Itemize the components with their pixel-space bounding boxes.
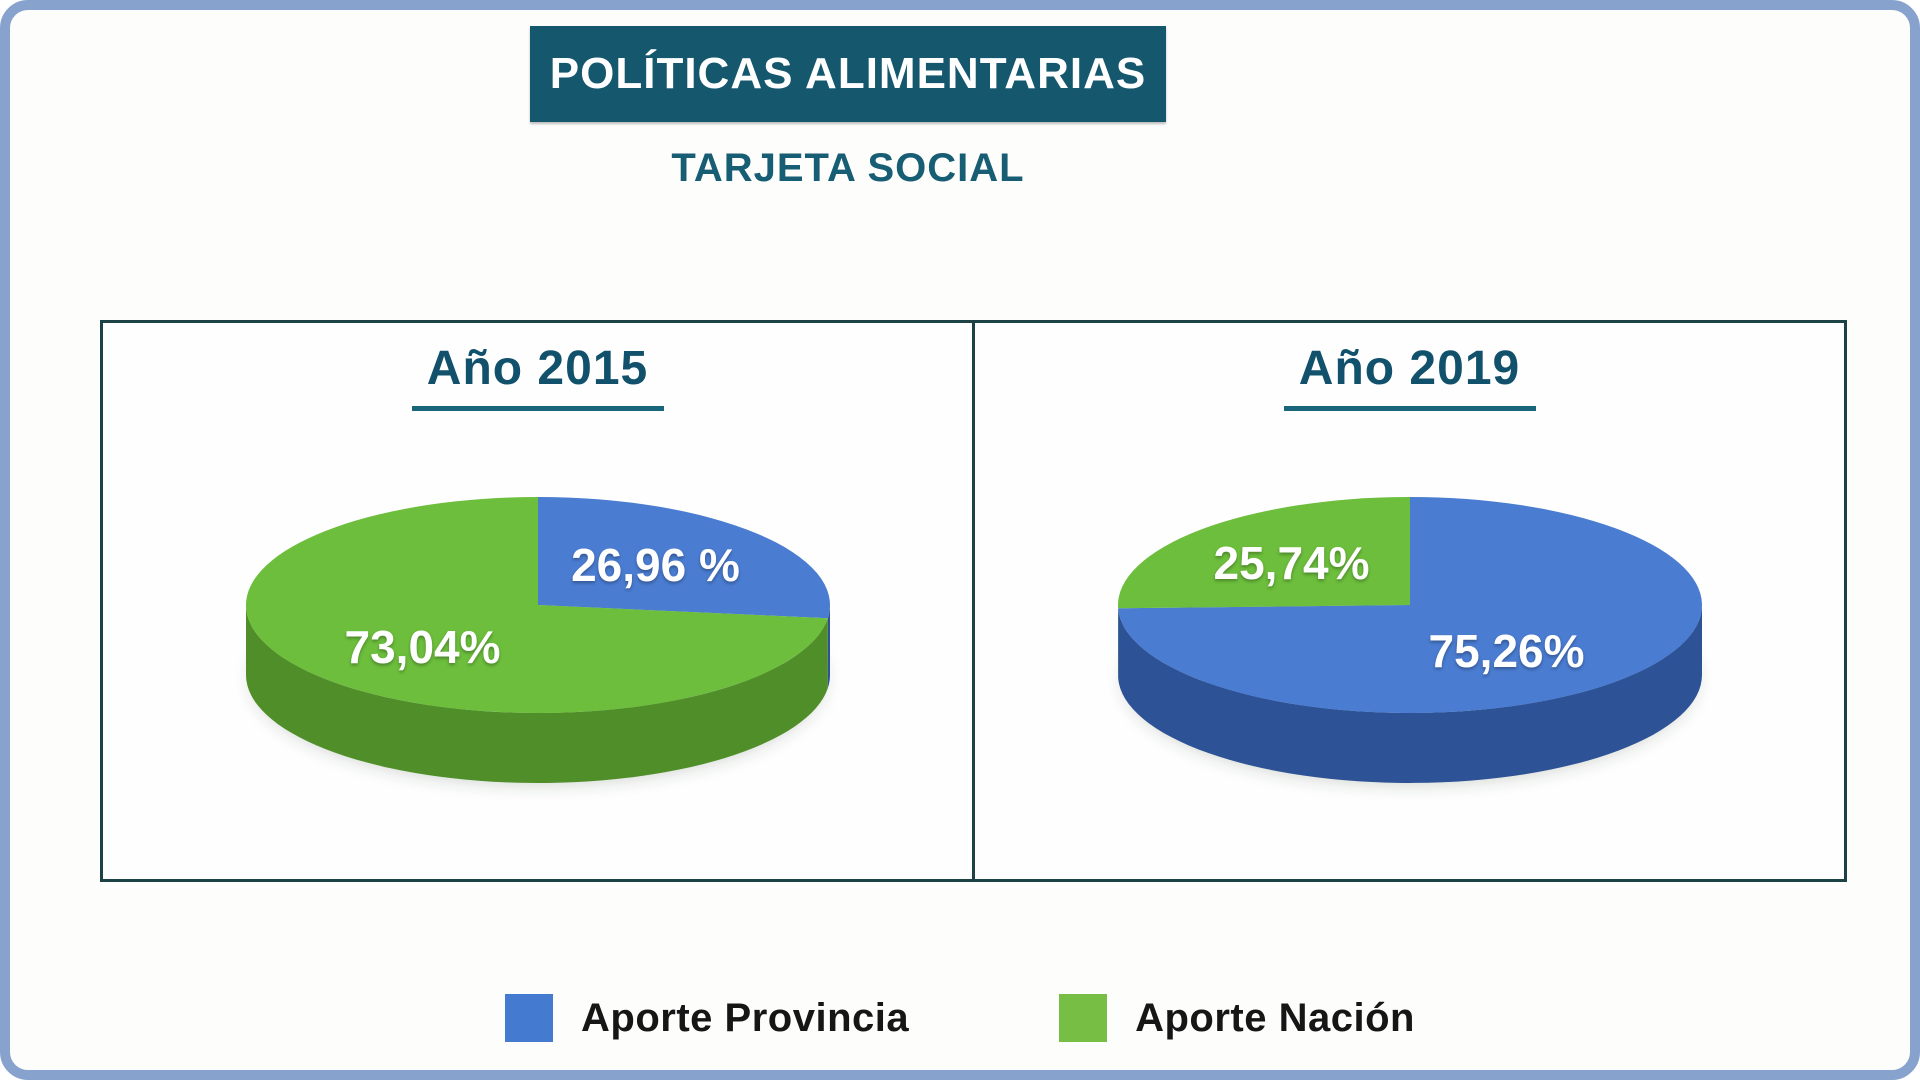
title-banner: POLÍTICAS ALIMENTARIAS	[530, 26, 1166, 122]
pie-value-label-aporte-provincia: 26,96 %	[571, 539, 740, 591]
legend-swatch-provincia	[505, 994, 554, 1042]
pie-side-aporte-provincia	[827, 605, 830, 689]
title-underline-2019	[1283, 406, 1536, 411]
panel-2015: Año 2015 26,96 % 73,04%	[103, 323, 975, 879]
charts-container: Año 2015 26,96 % 73,04% Año 2019 75,26% 25…	[100, 320, 1847, 882]
pie-slice-aporte-provincia	[1117, 497, 1702, 714]
legend-item-provincia: Aporte Provincia	[505, 994, 909, 1042]
pie-side-aporte-provincia	[1117, 605, 1702, 783]
panel-2019: Año 2019 75,26% 25,74%	[975, 323, 1844, 879]
pie-slice-aporte-provincia	[537, 497, 830, 619]
panel-title-2019: Año 2019	[1298, 342, 1521, 395]
legend-label-nacion: Aporte Nación	[1135, 995, 1415, 1040]
legend-swatch-nacion	[1059, 994, 1108, 1042]
page-subtitle: TARJETA SOCIAL	[671, 146, 1025, 190]
page-title: POLÍTICAS ALIMENTARIAS	[549, 49, 1147, 98]
pie-wrap-2019: 75,26% 25,74%	[1060, 413, 1760, 843]
legend-label-provincia: Aporte Provincia	[581, 995, 910, 1040]
pie-value-label-aporte-naci-n: 25,74%	[1213, 537, 1370, 589]
pie-side-aporte-naci-n	[245, 605, 828, 784]
pie-wrap-2015: 26,96 % 73,04%	[188, 413, 888, 843]
pie-slice-aporte-naci-n	[245, 497, 828, 713]
pie-slice-aporte-naci-n	[1117, 497, 1410, 609]
pie-chart-2019	[1117, 497, 1702, 787]
pie-value-label-aporte-naci-n: 73,04%	[344, 621, 501, 673]
title-underline-2015	[411, 406, 664, 411]
legend-item-nacion: Aporte Nación	[1059, 994, 1415, 1042]
panel-title-2015: Año 2015	[426, 342, 649, 395]
pie-chart-2015	[245, 497, 830, 787]
pie-value-label-aporte-provincia: 75,26%	[1428, 625, 1585, 677]
legend: Aporte Provincia Aporte Nación	[10, 988, 1910, 1048]
